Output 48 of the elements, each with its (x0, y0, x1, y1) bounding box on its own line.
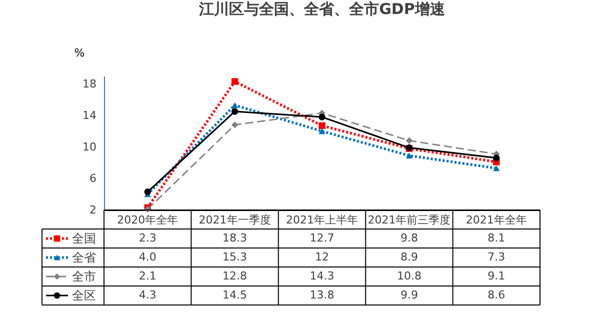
x-tick-label: 2021年全年 (466, 214, 527, 226)
legend-label: 全市 (72, 270, 96, 284)
data-label: 8.9 (400, 250, 418, 264)
y-tick-label: 2 (90, 204, 96, 216)
data-label: 12.7 (310, 232, 334, 244)
data-label: 14.3 (310, 270, 334, 282)
point (144, 188, 151, 196)
data-label: 12.8 (222, 270, 248, 282)
y-tick-label: 14 (82, 108, 96, 122)
data-label: 10.8 (396, 270, 422, 282)
point (231, 78, 238, 85)
legend-label: 全省 (72, 250, 96, 264)
legend-label: 全国 (72, 232, 96, 246)
x-tick-label: 2021年上半年 (286, 214, 358, 226)
data-label: 8.1 (488, 232, 506, 244)
point (318, 122, 326, 130)
point (318, 114, 326, 120)
x-tick-label: 2020年全年 (117, 214, 178, 226)
y-axis-title: % (74, 46, 85, 60)
data-label: 2.1 (138, 270, 156, 282)
legend-label: 全区 (72, 288, 96, 302)
data-label: 2.3 (138, 232, 156, 244)
data-label: 13.8 (310, 288, 334, 302)
data-label: 7.3 (488, 250, 506, 264)
y-tick-label: 10 (82, 140, 96, 154)
point (231, 122, 238, 128)
point (406, 152, 413, 159)
point (231, 108, 238, 115)
data-label: 12 (315, 250, 329, 264)
data-label: 9.9 (400, 288, 418, 302)
point (493, 154, 500, 162)
point (406, 137, 413, 144)
y-tick-label: 18 (82, 77, 96, 90)
data-label: 8.6 (488, 288, 506, 302)
data-label: 14.5 (222, 288, 248, 302)
point (493, 165, 500, 172)
data-label: 9.8 (400, 232, 418, 244)
data-label: 15.3 (222, 250, 248, 264)
data-label: 9.1 (488, 270, 506, 282)
data-label: 4.0 (138, 250, 156, 264)
data-label: 4.3 (138, 288, 156, 302)
x-tick-label: 2021年前三季度 (368, 214, 451, 226)
point (318, 128, 326, 134)
point (231, 102, 238, 108)
x-tick-label: 2021年一季度 (198, 214, 271, 226)
chart-title: 江川区与全国、全省、全市GDP增速 (198, 0, 446, 18)
y-tick-label: 6 (90, 172, 96, 185)
data-label: 18.3 (222, 232, 248, 244)
